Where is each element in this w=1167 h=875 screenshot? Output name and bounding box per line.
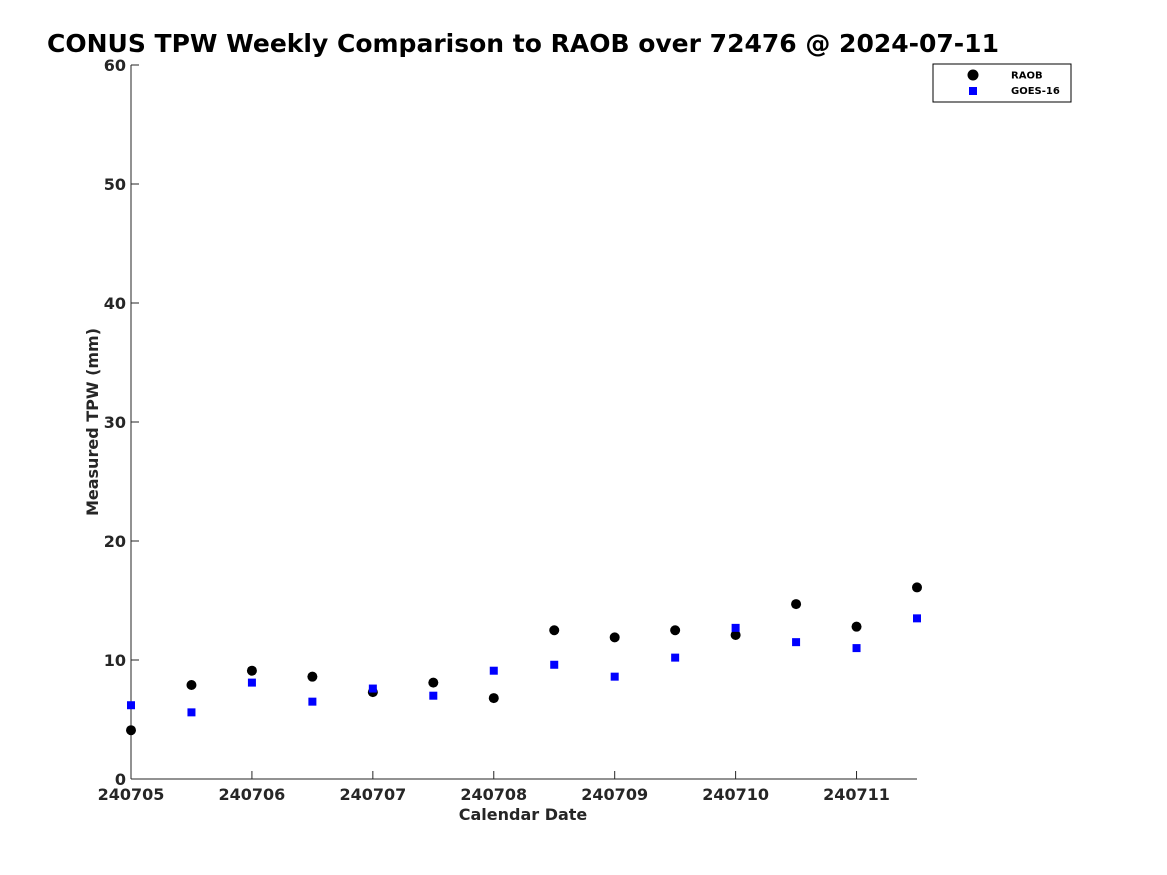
x-tick-label: 240709 [581,785,648,804]
goes-16-point [792,638,801,647]
legend-goes-label: GOES-16 [1011,86,1060,97]
goes-16-point [550,660,559,669]
x-tick-label: 240706 [219,785,286,804]
raob-point [549,625,560,636]
goes-16-point [429,691,438,700]
raob-point [186,679,197,690]
x-axis-label: Calendar Date [459,805,588,824]
raob-point [609,632,620,643]
raob-point [307,671,318,682]
goes-16-point [731,623,740,632]
goes-16-point [127,701,135,710]
legend-goes-marker [969,87,977,95]
x-tick-label: 240705 [98,785,165,804]
goes-16-point [187,708,196,717]
y-tick-label: 30 [104,413,126,432]
x-ticks: 240705 240706 240707 240708 240709 240710 2407… [98,771,890,804]
raob-point [912,582,922,593]
y-ticks: 0 10 20 30 40 50 60 [104,56,139,789]
legend-box [932,63,1072,103]
y-tick-label: 60 [104,56,126,75]
legend: RAOB GOES-16 [932,63,1072,103]
goes-16-point [308,697,317,706]
y-tick-label: 20 [104,532,126,551]
x-tick-label: 240711 [823,785,890,804]
raob-point [791,599,802,610]
x-tick-label: 240707 [339,785,406,804]
data-points [126,582,922,736]
goes-16-point [610,672,619,681]
y-tick-label: 10 [104,651,126,670]
x-tick-label: 240710 [702,785,769,804]
legend-raob-label: RAOB [1011,71,1043,82]
raob-point [851,621,862,632]
goes-16-point [368,684,377,693]
goes-16-point [489,666,498,675]
goes-16-point [913,614,921,623]
chart-title: CONUS TPW Weekly Comparison to RAOB over… [47,29,999,58]
raob-point [670,625,681,636]
y-tick-label: 0 [115,770,126,789]
y-tick-label: 50 [104,175,126,194]
x-tick-label: 240708 [460,785,527,804]
y-tick-label: 40 [104,294,126,313]
goes-16-point [852,644,861,653]
raob-point [126,725,136,736]
raob-point [428,677,439,688]
goes-16-point [247,678,256,687]
raob-point [246,665,257,676]
legend-raob-marker [967,69,979,81]
goes-16-point [671,653,680,662]
y-axis-label: Measured TPW (mm) [83,328,102,516]
raob-point [730,630,741,641]
raob-point [488,693,499,704]
